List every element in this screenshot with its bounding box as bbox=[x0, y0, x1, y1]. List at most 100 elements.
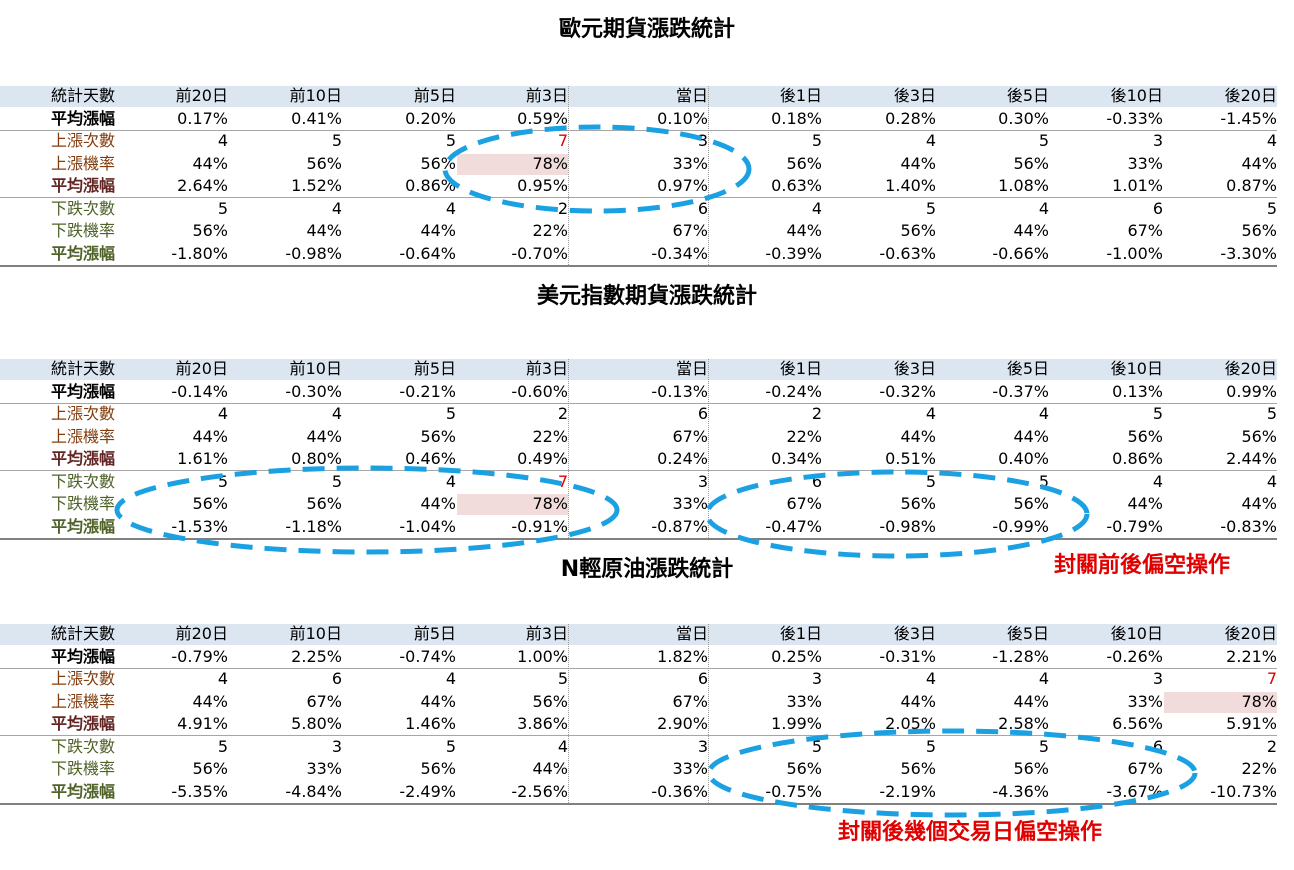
highlight-ellipse bbox=[442, 124, 752, 214]
cell: 56% bbox=[1013, 153, 1049, 173]
cell: 3 bbox=[1152, 131, 1163, 150]
header-bg bbox=[0, 359, 1277, 380]
header-bg bbox=[0, 624, 1277, 645]
cell: -1.28% bbox=[992, 646, 1049, 666]
cell: 44% bbox=[1241, 153, 1277, 173]
cell: 5 bbox=[811, 131, 822, 150]
cell: 67% bbox=[1127, 759, 1163, 778]
cell: 44% bbox=[1013, 221, 1049, 240]
cell: 前20日 bbox=[175, 624, 228, 643]
cell: 44% bbox=[420, 494, 456, 513]
row-label: 下跌次數 bbox=[50, 198, 115, 218]
cell: 56% bbox=[306, 153, 342, 173]
cell: 後5日 bbox=[1006, 624, 1049, 643]
cell: 78% bbox=[1241, 691, 1277, 711]
cell: 前20日 bbox=[175, 86, 228, 105]
column-divider bbox=[568, 624, 569, 803]
cell: 1.40% bbox=[885, 176, 936, 195]
cell: 0.10% bbox=[657, 108, 708, 128]
cell: -1.04% bbox=[399, 516, 456, 536]
row-label: 統計天數 bbox=[50, 86, 115, 105]
cell: 6 bbox=[697, 669, 708, 688]
cell: 67% bbox=[672, 426, 708, 446]
cell: 1.01% bbox=[1112, 176, 1163, 195]
cell: 44% bbox=[306, 426, 342, 446]
cell: -1.45% bbox=[1220, 108, 1277, 128]
cell: 後1日 bbox=[779, 359, 822, 378]
cell: 後10日 bbox=[1110, 624, 1163, 643]
cell: 4 bbox=[925, 404, 936, 423]
cell: 4 bbox=[445, 669, 456, 688]
cell: 44% bbox=[192, 691, 228, 711]
cell: 5 bbox=[925, 736, 936, 756]
cell: 44% bbox=[900, 153, 936, 173]
cell: 2.64% bbox=[177, 176, 228, 195]
cell: 前3日 bbox=[525, 624, 568, 643]
cell: 56% bbox=[532, 691, 568, 711]
cell: 後5日 bbox=[1006, 86, 1049, 105]
cell: -0.99% bbox=[992, 516, 1049, 536]
annotation: 封關後幾個交易日偏空操作 bbox=[838, 820, 1103, 845]
cell: 5 bbox=[557, 669, 568, 688]
row-label: 下跌次數 bbox=[50, 471, 115, 491]
cell: 44% bbox=[532, 759, 568, 778]
cell: -2.19% bbox=[879, 781, 936, 801]
cell: 33% bbox=[1127, 153, 1163, 173]
cell: -0.91% bbox=[511, 516, 568, 536]
cell: -1.18% bbox=[285, 516, 342, 536]
cell: 1.52% bbox=[291, 176, 342, 195]
cell: 67% bbox=[1127, 221, 1163, 240]
cell: 前10日 bbox=[289, 359, 342, 378]
cell: 2.90% bbox=[657, 714, 708, 733]
cell: -0.32% bbox=[879, 381, 936, 401]
cell: 0.34% bbox=[771, 449, 822, 468]
cell: 0.63% bbox=[771, 176, 822, 195]
row-label: 上漲機率 bbox=[50, 426, 115, 446]
cell: 2.05% bbox=[885, 714, 936, 733]
cell: 33% bbox=[786, 691, 822, 711]
cell: 44% bbox=[1241, 494, 1277, 513]
cell: 5 bbox=[1038, 471, 1049, 491]
cell: 0.86% bbox=[1112, 449, 1163, 468]
table-title: 美元指數期貨漲跌統計 bbox=[536, 284, 757, 309]
row-label: 下跌次數 bbox=[50, 736, 115, 756]
cell: 0.49% bbox=[517, 449, 568, 468]
cell: 1.00% bbox=[517, 646, 568, 666]
cell: 44% bbox=[1013, 691, 1049, 711]
cell: -0.98% bbox=[285, 243, 342, 263]
cell: 2.58% bbox=[998, 714, 1049, 733]
cell: 4 bbox=[217, 404, 228, 423]
cell: 5 bbox=[925, 471, 936, 491]
cell: 3 bbox=[697, 471, 708, 491]
cell: 6 bbox=[1152, 736, 1163, 756]
cell: 44% bbox=[1127, 494, 1163, 513]
annotation: 封關前後偏空操作 bbox=[1054, 553, 1231, 578]
row-label: 上漲次數 bbox=[50, 669, 115, 688]
cell: 4 bbox=[925, 669, 936, 688]
cell: 1.46% bbox=[405, 714, 456, 733]
cell: 6 bbox=[331, 669, 342, 688]
cell: 5.91% bbox=[1226, 714, 1277, 733]
highlight-ellipse bbox=[704, 469, 1090, 559]
cell: -1.80% bbox=[171, 243, 228, 263]
cell: 前10日 bbox=[289, 624, 342, 643]
cell: -0.79% bbox=[171, 646, 228, 666]
column-divider bbox=[568, 86, 569, 265]
cell: 44% bbox=[420, 221, 456, 240]
cell: -0.34% bbox=[651, 243, 708, 263]
row-label: 平均漲幅 bbox=[50, 646, 115, 666]
cell: 67% bbox=[786, 494, 822, 513]
cell: 56% bbox=[192, 494, 228, 513]
cell: 後5日 bbox=[1006, 359, 1049, 378]
cell: 56% bbox=[900, 494, 936, 513]
cell: 0.46% bbox=[405, 449, 456, 468]
cell: 0.20% bbox=[405, 108, 456, 128]
cell: -0.37% bbox=[992, 381, 1049, 401]
cell: 4 bbox=[217, 131, 228, 150]
cell: 7 bbox=[557, 471, 568, 491]
cell: -0.21% bbox=[399, 381, 456, 401]
cell: 33% bbox=[306, 759, 342, 778]
cell: 5 bbox=[331, 131, 342, 150]
cell: 56% bbox=[420, 759, 456, 778]
cell: -4.36% bbox=[992, 781, 1049, 801]
